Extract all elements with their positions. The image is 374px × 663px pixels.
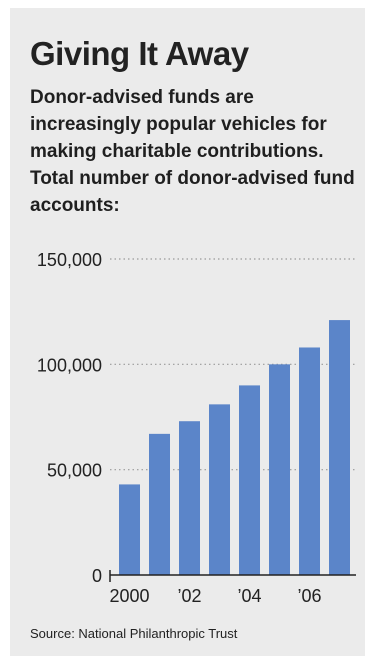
bar-2002 [179,421,200,575]
y-tick-label: 150,000 [37,250,102,270]
bar-2005 [269,364,290,575]
bar-2001 [149,433,170,575]
bar-2000 [119,484,140,575]
bar-2007 [329,320,350,575]
chart-title: Giving It Away [30,35,249,72]
x-tick-label: ’04 [237,586,261,606]
bar-2003 [209,404,230,575]
y-tick-labels: 0 50,000 100,000 150,000 [37,250,102,586]
bars [119,320,350,575]
bar-chart: 0 50,000 100,000 150,000 2000 ’02 ’04 ’06 [37,250,356,606]
y-tick-label: 100,000 [37,355,102,375]
chart-subtitle: Donor-advised funds are increasingly pop… [30,87,355,216]
chart-panel: Giving It Away Donor-advised funds are i… [10,8,365,656]
bar-2006 [299,347,320,575]
axes [109,570,356,582]
x-tick-label: ’02 [177,586,201,606]
x-tick-label: 2000 [109,586,149,606]
x-tick-label: ’06 [297,586,321,606]
y-tick-label: 0 [92,566,102,586]
source-note: Source: National Philanthropic Trust [30,626,238,641]
bar-2004 [239,385,260,575]
y-tick-label: 50,000 [47,461,102,481]
x-tick-labels: 2000 ’02 ’04 ’06 [109,586,321,606]
